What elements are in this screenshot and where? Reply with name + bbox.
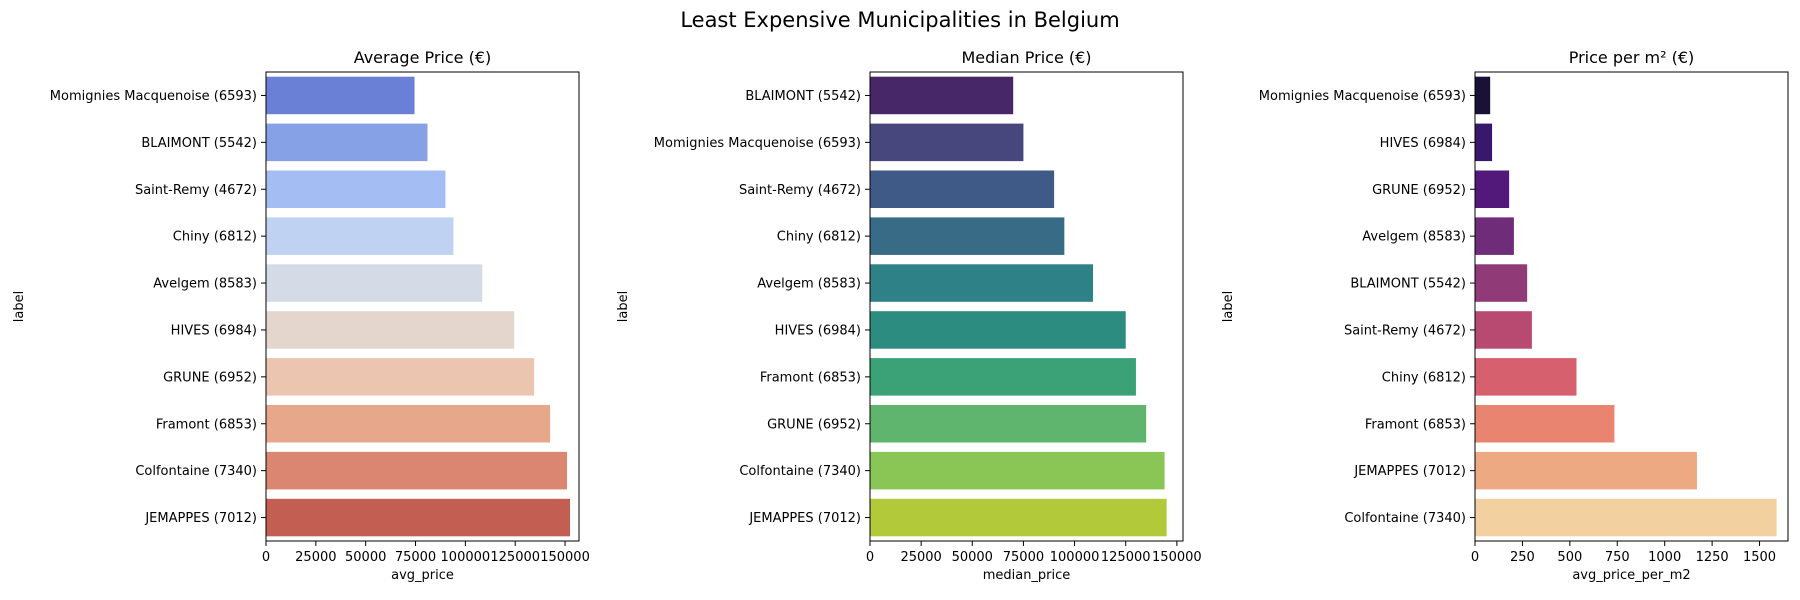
y-tick-label: Avelgem (8583) [1362,230,1466,245]
bar [870,311,1126,349]
y-tick-label: Momignies Macquenoise (6593) [654,136,861,151]
x-axis-label: median_price [983,568,1071,583]
plot-frame [1474,71,1789,542]
bar [1475,358,1577,396]
y-tick-label: HIVES (6984) [1380,136,1466,151]
x-tick-label: 0 [1471,550,1479,565]
bar [266,498,571,537]
x-tick-label: 25000 [900,550,941,565]
y-tick-label: Saint-Remy (4672) [135,183,257,198]
y-tick-label: JEMAPPES (7012) [1353,464,1466,479]
y-tick-label: BLAIMONT (5542) [745,89,861,104]
bar [1475,217,1514,255]
x-tick-label: 1250 [1696,550,1729,565]
y-tick-label: Framont (6853) [760,370,861,385]
bar [1475,498,1777,537]
y-tick-label: Chiny (6812) [1382,370,1466,385]
y-tick-label: Avelgem (8583) [153,277,257,292]
y-tick-label: JEMAPPES (7012) [144,511,257,526]
x-tick-label: 150000 [540,550,590,565]
bar [266,170,446,209]
y-axis-label: label [1221,291,1236,322]
y-tick-label: Saint-Remy (4672) [739,183,861,198]
figure-title: Least Expensive Municipalities in Belgiu… [680,8,1120,32]
bar [266,404,551,443]
bar [266,311,515,349]
bar [266,123,428,162]
y-tick-label: BLAIMONT (5542) [1350,277,1466,292]
chart-panel-2: BLAIMONT (5542) Momignies Macquenoise (65… [616,48,1202,583]
y-tick-label: Chiny (6812) [173,230,257,245]
x-tick-label: 0 [866,550,874,565]
y-tick-label: Colfontaine (7340) [739,464,861,479]
x-tick-label: 50000 [345,550,386,565]
bar [870,264,1093,302]
bar [1475,311,1532,349]
x-tick-label: 1000 [1648,550,1681,565]
bar [266,358,535,396]
x-tick-label: 125000 [1101,550,1151,565]
chart-panel-1: Momignies Macquenoise (6593) BLAIMONT (55… [12,48,590,583]
bar [1475,170,1510,209]
plot-frame [869,71,1184,542]
bar [266,76,415,115]
y-tick-label: HIVES (6984) [775,323,861,338]
bar [1475,451,1697,490]
y-tick-label: Colfontaine (7340) [135,464,257,479]
x-tick-label: 75000 [1003,550,1044,565]
y-tick-label: Framont (6853) [156,417,257,432]
bar [870,498,1167,537]
x-tick-label: 100000 [1050,550,1100,565]
bar [870,123,1024,162]
y-tick-label: Framont (6853) [1365,417,1466,432]
x-tick-label: 50000 [952,550,993,565]
y-axis-label: label [12,291,27,322]
panel-title: Price per m² (€) [1569,48,1695,67]
bar [1475,404,1615,443]
panel-title: Average Price (€) [354,48,492,67]
bar [870,170,1055,209]
y-tick-label: Colfontaine (7340) [1344,511,1466,526]
bar [1475,264,1528,302]
y-tick-label: GRUNE (6952) [767,417,861,432]
chart-panel-3: Momignies Macquenoise (6593) HIVES (6984)… [1221,48,1789,583]
x-axis-label: avg_price [391,568,454,583]
x-tick-label: 150000 [1152,550,1202,565]
bar [870,404,1147,443]
bar [870,217,1065,255]
y-axis-label: label [616,291,631,322]
x-tick-label: 1500 [1743,550,1776,565]
bar [870,76,1014,115]
plot-frame [265,71,580,542]
y-tick-label: HIVES (6984) [171,323,257,338]
panel-title: Median Price (€) [961,48,1091,67]
y-tick-label: BLAIMONT (5542) [141,136,257,151]
y-tick-label: Avelgem (8583) [757,277,861,292]
y-tick-label: GRUNE (6952) [163,370,257,385]
x-tick-label: 25000 [295,550,336,565]
x-tick-label: 0 [262,550,270,565]
x-tick-label: 125000 [490,550,540,565]
y-tick-label: GRUNE (6952) [1372,183,1466,198]
bar [870,451,1165,490]
x-axis-label: avg_price_per_m2 [1572,568,1690,583]
y-tick-label: Chiny (6812) [777,230,861,245]
bar [266,264,483,302]
y-tick-label: Momignies Macquenoise (6593) [50,89,257,104]
bar [266,451,568,490]
x-tick-label: 75000 [395,550,436,565]
y-tick-label: Momignies Macquenoise (6593) [1259,89,1466,104]
bar [870,358,1136,396]
x-tick-label: 250 [1510,550,1535,565]
x-tick-label: 100000 [441,550,491,565]
x-tick-label: 500 [1557,550,1582,565]
bar [1475,123,1493,162]
y-tick-label: JEMAPPES (7012) [748,511,861,526]
bar [266,217,454,255]
y-tick-label: Saint-Remy (4672) [1344,323,1466,338]
x-tick-label: 750 [1605,550,1630,565]
bar [1475,76,1491,115]
